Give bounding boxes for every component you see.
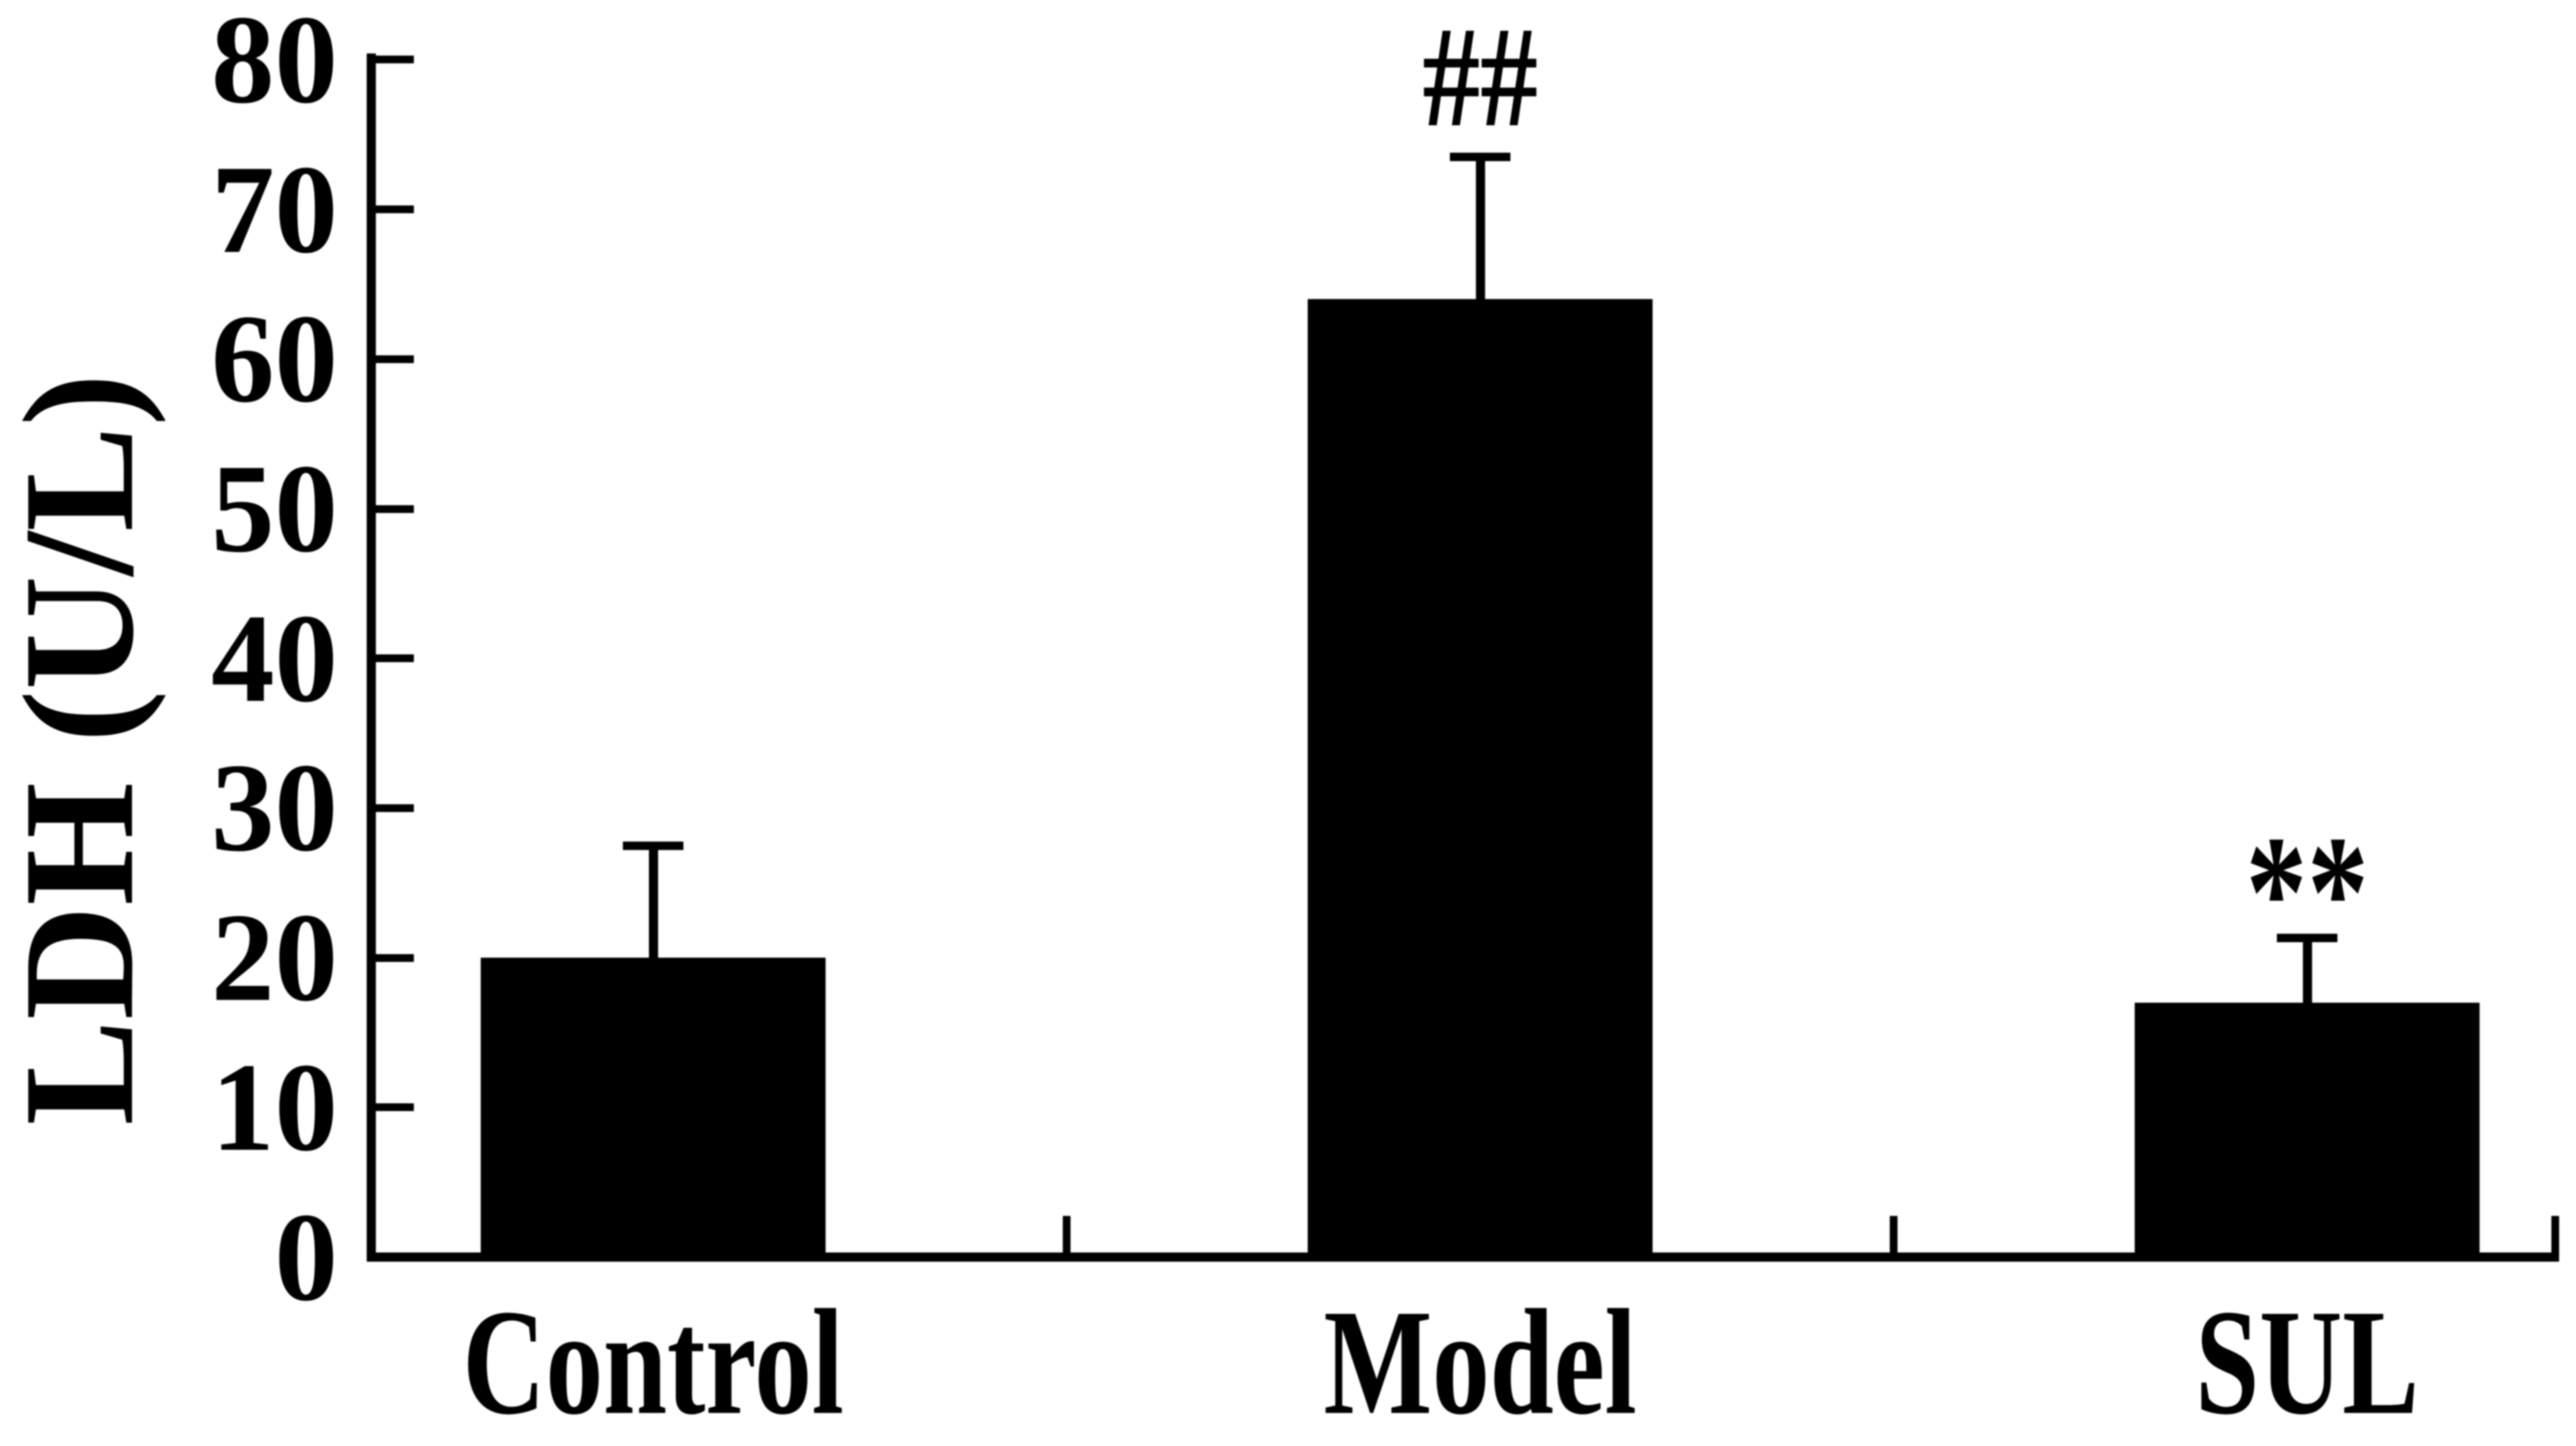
error-bar-line — [648, 844, 658, 972]
error-bar-cap — [623, 841, 683, 850]
significance-annotation: ## — [1422, 0, 1538, 158]
bar — [1308, 299, 1653, 1262]
error-bar-cap — [1450, 153, 1510, 162]
y-tick-label: 60 — [211, 288, 338, 429]
y-axis-tick — [374, 56, 414, 64]
y-axis-tick — [374, 804, 414, 812]
y-tick-label: 40 — [211, 588, 338, 728]
y-tick-label: 20 — [211, 887, 338, 1028]
x-category-label: SUL — [2195, 1278, 2419, 1446]
y-axis-tick — [374, 1103, 414, 1112]
y-axis-tick — [374, 654, 414, 663]
y-axis-tick — [374, 953, 414, 962]
x-axis-tick — [1063, 1216, 1071, 1252]
error-bar-line — [1475, 156, 1485, 314]
y-tick-label: 80 — [211, 0, 338, 129]
y-axis-line — [366, 53, 376, 1262]
bar — [2135, 1002, 2480, 1262]
y-tick-label: 0 — [274, 1186, 338, 1327]
y-axis-tick — [374, 505, 414, 513]
y-tick-label: 10 — [211, 1036, 338, 1177]
y-axis-tick — [374, 355, 414, 363]
y-axis-tick — [374, 205, 414, 214]
x-axis-tick — [1890, 1216, 1898, 1252]
error-bar-line — [2302, 937, 2312, 1017]
y-tick-label: 50 — [211, 438, 338, 578]
y-tick-label: 30 — [211, 737, 338, 878]
y-axis-tick — [374, 1253, 414, 1261]
y-axis-title: LDH (U/L) — [0, 373, 167, 1126]
error-bar-cap — [2277, 934, 2337, 943]
x-category-label: Control — [462, 1278, 844, 1446]
x-category-label: Model — [1323, 1278, 1637, 1446]
y-tick-label: 70 — [211, 139, 338, 279]
x-axis-end-tick — [2551, 1216, 2559, 1252]
significance-annotation: ** — [2245, 802, 2369, 982]
bar — [481, 958, 826, 1262]
